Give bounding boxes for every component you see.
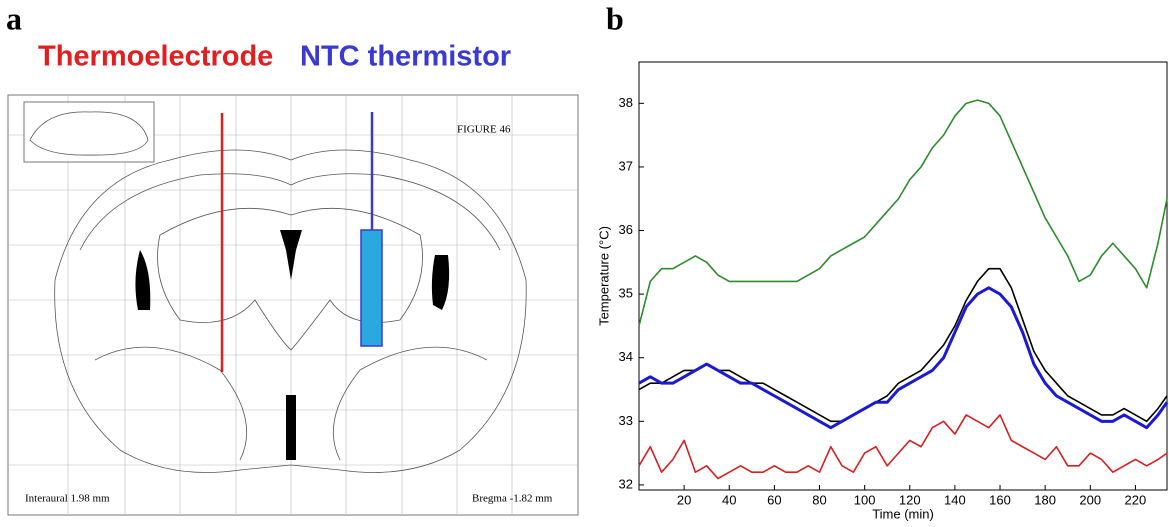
series-line xyxy=(638,99,1168,327)
coordinate-label: Interaural 1.98 mm xyxy=(25,493,110,505)
y-tick-label: 37 xyxy=(619,158,633,173)
atlas-frame xyxy=(7,94,579,516)
y-tick-label: 34 xyxy=(619,349,633,364)
y-tick-label: 32 xyxy=(619,476,633,491)
brain-outline xyxy=(54,149,527,473)
atlas-grid xyxy=(8,95,578,515)
x-tick-label: 160 xyxy=(989,492,1011,507)
x-tick-label: 100 xyxy=(854,492,876,507)
coordinate-label: Bregma -1.82 mm xyxy=(472,493,553,505)
x-tick-label: 220 xyxy=(1125,492,1147,507)
y-tick-label: 38 xyxy=(619,95,633,110)
x-axis-title: Time (min) xyxy=(872,506,934,521)
x-tick-label: 180 xyxy=(1034,492,1056,507)
x-tick-label: 60 xyxy=(767,492,781,507)
y-tick-label: 35 xyxy=(619,286,633,301)
x-tick-label: 20 xyxy=(677,492,691,507)
x-tick-label: 80 xyxy=(812,492,826,507)
figure-label: FIGURE 46 xyxy=(457,124,511,136)
x-tick-label: 200 xyxy=(1079,492,1101,507)
probe-label: Thermoelectrode xyxy=(38,41,273,73)
atlas: FIGURE 46 Interaural 1.98 mm Bregma -1.8… xyxy=(7,94,579,516)
plot-frame xyxy=(638,61,1168,491)
panel-label: b xyxy=(606,0,624,36)
probe-label: NTC thermistor xyxy=(300,41,511,73)
inset xyxy=(23,101,155,163)
series-line xyxy=(638,286,1169,430)
thermistor xyxy=(360,229,383,347)
x-tick-label: 140 xyxy=(944,492,966,507)
plot: 32 33 34 35 36 37 38 20 40 60 80 100 120 140 160 180 200… xyxy=(596,61,1169,521)
y-axis-title: Temperature (°C) xyxy=(596,226,611,326)
series-line xyxy=(638,414,1168,480)
y-tick-label: 33 xyxy=(619,413,633,428)
y-tick-label: 36 xyxy=(619,222,633,237)
x-tick-label: 120 xyxy=(899,492,921,507)
x-tick-label: 40 xyxy=(722,492,736,507)
panel-label: a xyxy=(6,0,22,36)
series-line xyxy=(638,267,1168,423)
